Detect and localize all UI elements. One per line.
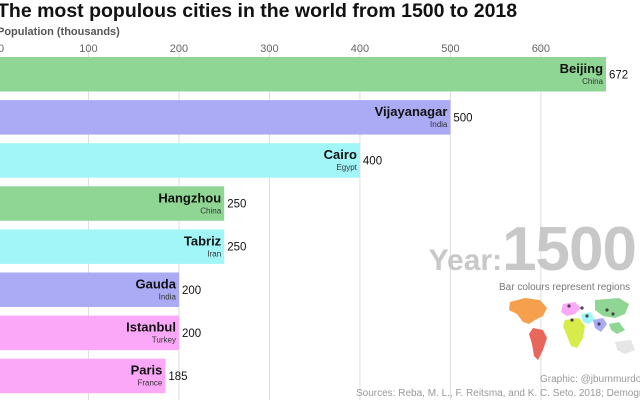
- bar-value-tabriz: 250: [227, 242, 246, 254]
- city-dot: [605, 308, 609, 312]
- bar-value-cairo: 400: [363, 155, 382, 167]
- bar-label-vijayanagar: Vijayanagar: [375, 104, 448, 119]
- bar-region-vijayanagar: India: [430, 120, 448, 129]
- legend-title: Bar colours represent regions: [499, 282, 631, 293]
- tick-label-600: 600: [532, 43, 550, 55]
- bar-region-tabriz: Iran: [207, 249, 221, 258]
- bar-gauda: [0, 272, 179, 307]
- bar-value-paris: 185: [168, 371, 187, 383]
- tick-label-300: 300: [260, 43, 278, 55]
- x-axis-label: Population (thousands): [0, 26, 120, 38]
- year-display: Year:1500: [428, 214, 637, 285]
- map-oceania: [615, 340, 635, 354]
- map-south-america: [529, 328, 547, 360]
- bar-region-cairo: Egypt: [336, 163, 357, 172]
- bar-label-cairo: Cairo: [324, 147, 357, 162]
- city-dot: [570, 318, 574, 322]
- tick-label-400: 400: [351, 43, 369, 55]
- tick-label-500: 500: [441, 43, 459, 55]
- bar-value-vijayanagar: 500: [453, 112, 472, 124]
- bar-label-hangzhou: Hangzhou: [158, 190, 221, 205]
- city-dot: [585, 314, 589, 318]
- year-label: Year:: [428, 244, 503, 277]
- map-europe: [561, 302, 581, 316]
- bar-label-paris: Paris: [131, 363, 163, 378]
- bar-paris: [0, 358, 166, 394]
- bar-tabriz: [0, 229, 225, 264]
- bar-label-beijing: Beijing: [560, 61, 603, 76]
- graphic-credit: Graphic: @jburnmurdoch: [540, 374, 640, 385]
- region-world-map: [509, 298, 635, 360]
- bar-region-beijing: China: [582, 77, 603, 86]
- bar-label-gauda: Gauda: [135, 277, 176, 292]
- map-southeast-asia: [609, 322, 625, 334]
- bar-value-beijing: 672: [609, 69, 628, 81]
- city-dot: [567, 304, 571, 308]
- map-north-america: [509, 298, 547, 324]
- bar-region-istanbul: Turkey: [152, 336, 176, 345]
- bar-istanbul: [0, 315, 179, 351]
- sources-note: Sources: Reba, M. L., F. Reitsma, and K.…: [356, 388, 640, 399]
- bar-vijayanagar: [0, 100, 451, 135]
- chart-title: The most populous cities in the world fr…: [0, 0, 518, 22]
- bars: BeijingChina672VijayanagarIndia500CairoE…: [0, 57, 628, 394]
- bar-cairo: [0, 143, 360, 178]
- bar-region-paris: France: [137, 379, 162, 388]
- map-africa: [563, 318, 585, 348]
- bar-value-istanbul: 200: [182, 328, 201, 340]
- tick-label-0: 0: [0, 43, 4, 55]
- city-dot: [580, 306, 584, 310]
- map-east-asia: [595, 298, 629, 318]
- bar-hangzhou: [0, 186, 225, 221]
- tick-label-200: 200: [170, 43, 188, 55]
- city-dot: [611, 312, 615, 316]
- bar-value-gauda: 200: [182, 285, 201, 297]
- city-dot: [597, 322, 601, 326]
- map-middle-east: [581, 312, 595, 324]
- bar-beijing: [0, 57, 607, 92]
- bar-region-hangzhou: China: [200, 206, 221, 215]
- tick-label-100: 100: [79, 43, 97, 55]
- bar-label-istanbul: Istanbul: [126, 320, 176, 335]
- year-value: 1500: [502, 215, 637, 284]
- bar-label-tabriz: Tabriz: [184, 233, 222, 248]
- bar-value-hangzhou: 250: [227, 199, 246, 211]
- bar-region-gauda: India: [159, 293, 177, 302]
